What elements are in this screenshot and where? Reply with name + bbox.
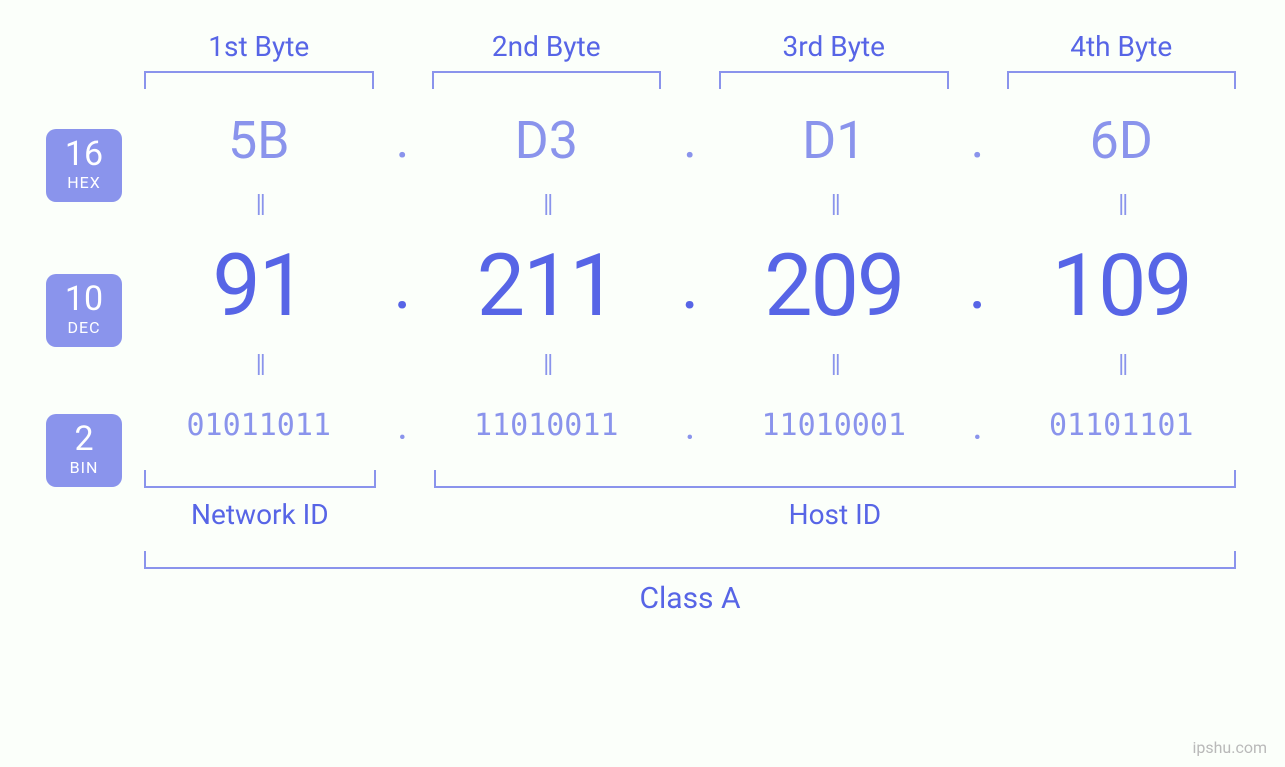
eq-1: II xyxy=(255,188,263,223)
bin-byte-4: 01101101 xyxy=(1049,408,1194,443)
network-id-bracket: Network ID xyxy=(140,470,380,531)
eq-7: II xyxy=(830,348,838,383)
dec-sep-1: . xyxy=(393,244,411,326)
badge-dec-txt: DEC xyxy=(46,318,122,337)
eq-5: II xyxy=(255,348,263,383)
base-badge-column: 16 HEX 10 DEC 2 BIN xyxy=(40,30,140,616)
hex-sep-1: . xyxy=(396,109,410,170)
eq-4: II xyxy=(1117,188,1125,223)
bin-sep-1: . xyxy=(397,402,408,449)
bin-byte-2: 11010011 xyxy=(474,408,619,443)
hex-byte-4: 6D xyxy=(1090,110,1153,171)
dec-byte-2: 211 xyxy=(477,235,616,336)
byte-bracket-1 xyxy=(144,71,374,89)
dec-byte-4: 109 xyxy=(1052,235,1191,336)
badge-dec: 10 DEC xyxy=(46,274,122,347)
class-bracket xyxy=(144,551,1236,569)
hex-byte-3: D1 xyxy=(802,110,865,171)
badge-bin: 2 BIN xyxy=(46,414,122,487)
badge-bin-num: 2 xyxy=(46,422,122,456)
byte-label-4: 4th Byte xyxy=(1003,30,1241,63)
dec-row: 91 . 211 . 209 . 109 xyxy=(140,230,1240,340)
bin-row: 01011011 . 11010011 . 11010001 . 0110110… xyxy=(140,390,1240,460)
hex-byte-2: D3 xyxy=(515,110,578,171)
byte-bracket-2 xyxy=(432,71,662,89)
bin-byte-1: 01011011 xyxy=(187,408,332,443)
eq-3: II xyxy=(830,188,838,223)
byte-bracket-3 xyxy=(719,71,949,89)
dec-sep-3: . xyxy=(968,244,986,326)
dec-byte-3: 209 xyxy=(764,235,903,336)
class-label: Class A xyxy=(140,581,1240,616)
watermark: ipshu.com xyxy=(1192,738,1267,757)
hex-sep-2: . xyxy=(683,109,697,170)
badge-hex: 16 HEX xyxy=(46,129,122,202)
bin-byte-3: 11010001 xyxy=(762,408,907,443)
badge-dec-num: 10 xyxy=(46,282,122,316)
eq-8: II xyxy=(1117,348,1125,383)
byte-label-1: 1st Byte xyxy=(140,30,378,63)
bin-sep-3: . xyxy=(972,402,983,449)
hex-sep-3: . xyxy=(971,109,985,170)
hex-row: 5B . D3 . D1 . 6D xyxy=(140,100,1240,180)
byte-bracket-4 xyxy=(1007,71,1237,89)
host-id-bracket: Host ID xyxy=(430,470,1240,531)
network-id-label: Network ID xyxy=(140,498,380,531)
badge-hex-txt: HEX xyxy=(46,173,122,192)
host-id-label: Host ID xyxy=(430,498,1240,531)
dec-sep-2: . xyxy=(681,244,699,326)
eq-row-2: II II II II xyxy=(140,340,1240,390)
hex-byte-1: 5B xyxy=(228,110,290,171)
data-area: 1st Byte 2nd Byte 3rd Byte 4th Byte xyxy=(140,30,1240,616)
byte-label-3: 3rd Byte xyxy=(715,30,953,63)
byte-label-2: 2nd Byte xyxy=(428,30,666,63)
ip-diagram: 16 HEX 10 DEC 2 BIN 1 xyxy=(40,30,1240,616)
network-host-section: Network ID Host ID Class A xyxy=(140,470,1240,616)
byte-header-row: 1st Byte 2nd Byte 3rd Byte 4th Byte xyxy=(140,30,1240,100)
eq-row-1: II II II II xyxy=(140,180,1240,230)
dec-byte-1: 91 xyxy=(212,235,305,336)
eq-2: II xyxy=(542,188,550,223)
eq-6: II xyxy=(542,348,550,383)
class-section: Class A xyxy=(140,551,1240,616)
badge-hex-num: 16 xyxy=(46,137,122,171)
bin-sep-2: . xyxy=(685,402,696,449)
badge-bin-txt: BIN xyxy=(46,458,122,477)
